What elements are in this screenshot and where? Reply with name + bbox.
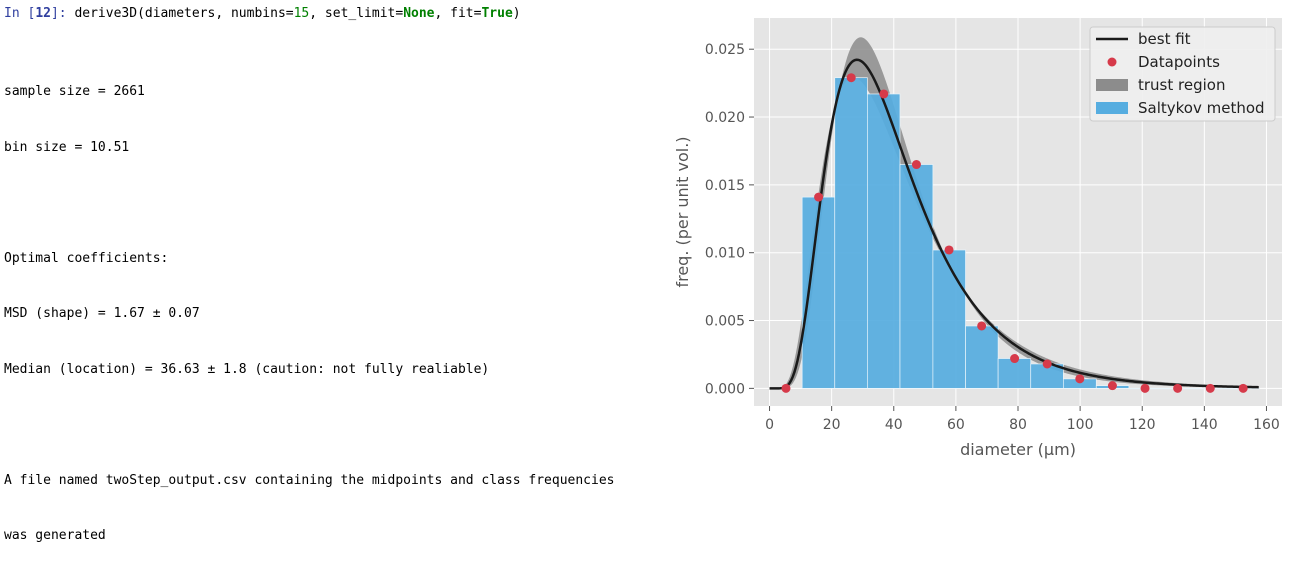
input-cell[interactable]: In [12]: derive3D(diameters, numbins=15,… xyxy=(4,6,521,21)
x-axis-label: diameter (μm) xyxy=(960,440,1076,459)
datapoint xyxy=(1238,383,1248,393)
y-axis-label: freq. (per unit vol.) xyxy=(673,136,692,287)
datapoint xyxy=(977,321,987,331)
y-tick-label: 0.005 xyxy=(705,314,745,330)
file-line-1: A file named twoStep_output.csv containi… xyxy=(4,472,615,488)
y-axis-ticks: 0.000 0.005 0.010 0.015 0.020 0.025 xyxy=(705,42,754,397)
coeff-header-line: Optimal coefficients: xyxy=(4,250,169,266)
legend-label: Saltykov method xyxy=(1138,99,1265,117)
x-tick-label: 120 xyxy=(1129,417,1156,433)
datapoint xyxy=(879,89,889,99)
x-tick-label: 20 xyxy=(823,417,841,433)
datapoints xyxy=(781,73,1248,393)
legend-box xyxy=(1089,26,1276,122)
chart: 0 20 40 60 80 100 120 140 160 0.0000.0050.0100.0… xyxy=(673,18,1282,459)
histogram-bar xyxy=(932,249,966,389)
y-tick-label: 0.000 xyxy=(705,381,745,397)
legend-label: Datapoints xyxy=(1138,53,1220,71)
msd-line: MSD (shape) = 1.67 ± 0.07 xyxy=(4,306,200,321)
legend-label: best fit xyxy=(1138,30,1191,48)
x-tick-label: 40 xyxy=(885,417,903,433)
x-tick-label: 140 xyxy=(1191,417,1218,433)
datapoint xyxy=(1140,383,1150,393)
legend: best fit Datapoints trust region Saltykov m… xyxy=(1089,26,1276,122)
histogram-bar xyxy=(965,325,999,389)
x-tick-label: 160 xyxy=(1253,417,1280,433)
datapoint xyxy=(846,73,856,83)
y-tick-label: 0.010 xyxy=(705,246,745,262)
legend-bar-swatch xyxy=(1096,102,1128,114)
sample-size-line: sample size = 2661 xyxy=(4,84,145,99)
histogram-bar xyxy=(899,164,934,389)
histogram-bar xyxy=(801,196,836,389)
x-tick-label: 100 xyxy=(1067,417,1094,433)
x-tick-label: 80 xyxy=(1009,417,1027,433)
median-line: Median (location) = 36.63 ± 1.8 (caution… xyxy=(4,361,490,377)
cell-prompt: In [12]: xyxy=(4,6,67,21)
histogram-bar xyxy=(997,358,1032,389)
datapoint xyxy=(1042,359,1052,369)
file-line-2: was generated xyxy=(4,528,106,543)
legend-point-swatch xyxy=(1107,57,1117,67)
datapoint xyxy=(1075,374,1085,384)
datapoint xyxy=(1010,354,1020,364)
code-text: derive3D(diameters, numbins=15, set_limi… xyxy=(66,6,521,21)
y-tick-label: 0.020 xyxy=(705,110,745,126)
datapoint xyxy=(1107,381,1117,391)
histogram-bar xyxy=(834,77,868,389)
histogram-bars xyxy=(801,77,1260,390)
legend-label: trust region xyxy=(1138,76,1225,94)
x-axis-ticks: 0 20 40 60 80 100 120 140 160 xyxy=(765,406,1280,433)
output-area: sample size = 2661 bin size = 10.51 Opti… xyxy=(4,46,664,564)
x-tick-label: 60 xyxy=(947,417,965,433)
x-tick-label: 0 xyxy=(765,417,774,433)
bin-size-line: bin size = 10.51 xyxy=(4,139,130,155)
datapoint xyxy=(814,192,824,202)
y-tick-label: 0.015 xyxy=(705,178,745,194)
datapoint xyxy=(781,383,791,393)
y-tick-label: 0.025 xyxy=(705,42,745,58)
datapoint xyxy=(1173,383,1183,393)
legend-trust-swatch xyxy=(1096,79,1128,91)
datapoint xyxy=(911,160,921,170)
datapoint xyxy=(944,245,954,255)
datapoint xyxy=(1205,383,1215,393)
histogram-bar xyxy=(867,93,901,389)
